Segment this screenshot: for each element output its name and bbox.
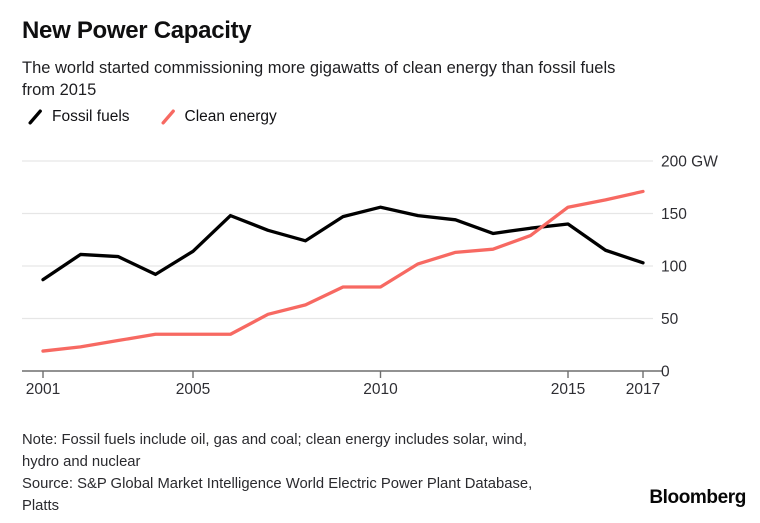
line-chart: 0 50 100 150 200 GW 2001 2005 2010 2015 2017 xyxy=(0,140,760,406)
chart-subtitle: The world started commissioning more gig… xyxy=(22,58,615,101)
chart-title: New Power Capacity xyxy=(22,17,252,44)
y-axis-labels: 0 50 100 150 200 GW xyxy=(661,154,718,381)
chart-subtitle-line-1: The world started commissioning more gig… xyxy=(22,59,616,77)
y-tick-label-150: 150 xyxy=(661,206,687,223)
x-axis-labels: 2001 2005 2010 2015 2017 xyxy=(26,381,660,398)
series-lines xyxy=(41,189,645,353)
legend-label-clean-energy: Clean energy xyxy=(184,108,277,125)
bloomberg-logo: Bloomberg xyxy=(649,487,746,508)
fossil-fuels-slash-icon xyxy=(28,109,42,125)
legend: Fossil fuels Clean energy xyxy=(27,108,277,126)
y-tick-label-0: 0 xyxy=(661,364,670,381)
chart-subtitle-line-2: from 2015 xyxy=(22,80,97,99)
note-line-1: Note: Fossil fuels include oil, gas and … xyxy=(22,432,528,448)
legend-label-fossil-fuels: Fossil fuels xyxy=(52,108,130,125)
x-tick-label-2017: 2017 xyxy=(626,381,660,398)
clean-energy-line xyxy=(41,189,645,353)
x-tick-label-2001: 2001 xyxy=(26,381,60,398)
chart-notes: Note: Fossil fuels include oil, gas and … xyxy=(22,429,662,517)
y-tick-label-50: 50 xyxy=(661,311,679,328)
gridlines xyxy=(22,160,653,320)
x-tick-label-2010: 2010 xyxy=(363,381,398,398)
note-line-2: hydro and nuclear xyxy=(22,454,141,470)
line-chart-svg: 0 50 100 150 200 GW 2001 2005 2010 2015 2017 xyxy=(22,154,718,398)
y-tick-label-200: 200 GW xyxy=(661,154,718,171)
clean-energy-slash-icon xyxy=(161,109,175,125)
legend-item-clean-energy: Clean energy xyxy=(160,108,277,126)
y-tick-label-100: 100 xyxy=(661,259,687,276)
source-line-1: Source: S&P Global Market Intelligence W… xyxy=(22,476,533,492)
legend-item-fossil-fuels: Fossil fuels xyxy=(27,108,130,126)
x-axis xyxy=(22,370,662,378)
x-tick-label-2015: 2015 xyxy=(551,381,585,398)
source-line-2: Platts xyxy=(22,498,60,514)
x-tick-label-2005: 2005 xyxy=(176,381,210,398)
